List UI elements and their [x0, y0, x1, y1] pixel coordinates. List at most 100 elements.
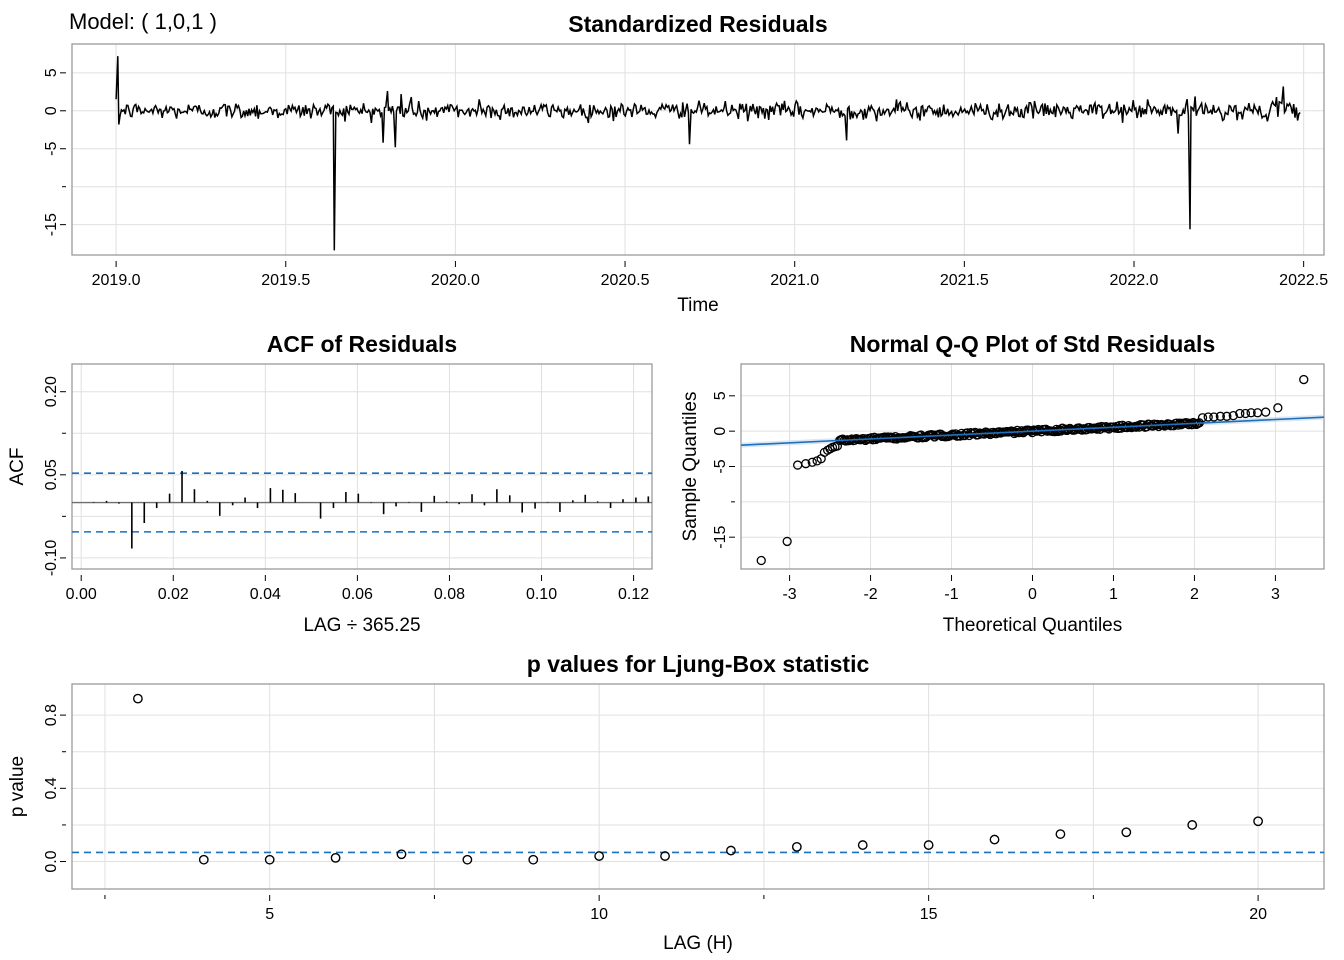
- qq-point: [782, 536, 792, 547]
- p-value-point: [1055, 829, 1066, 839]
- x-axis-label: Time: [677, 295, 719, 316]
- model-label: Model: ( 1,0,1 ): [69, 9, 217, 34]
- panel-title: p values for Ljung-Box statistic: [527, 651, 870, 677]
- x-tick-label: 2020.5: [601, 272, 650, 289]
- qq-point: [1222, 411, 1232, 421]
- x-tick-label: 2019.5: [261, 272, 310, 289]
- p-value-point: [462, 854, 473, 865]
- p-value-point: [989, 834, 1000, 845]
- panel-title: Standardized Residuals: [568, 11, 827, 37]
- y-axis-label: p value: [7, 756, 28, 817]
- y-tick-label: -5: [712, 459, 729, 473]
- p-value-point: [264, 854, 275, 865]
- p-value-point: [594, 851, 605, 861]
- x-tick-label: 0: [1028, 586, 1037, 603]
- x-axis-label: Theoretical Quantiles: [943, 615, 1123, 636]
- residual-series-line: [115, 56, 1301, 251]
- x-tick-label: 2021.0: [770, 272, 819, 289]
- p-value-point: [791, 842, 802, 852]
- qq-point: [832, 441, 843, 451]
- p-value-point: [1253, 816, 1264, 827]
- plot-border: [740, 363, 1325, 570]
- x-tick-label: 2022.0: [1110, 272, 1159, 289]
- y-tick-label: -0.10: [43, 540, 60, 577]
- y-tick-label: 0: [712, 427, 729, 436]
- qq-point: [756, 555, 766, 566]
- x-tick-label: 0.08: [434, 586, 465, 603]
- y-tick-label: 0.0: [43, 850, 60, 872]
- x-tick-label: 15: [920, 906, 938, 923]
- qq-point: [1228, 410, 1238, 421]
- y-tick-label: -5: [43, 142, 60, 156]
- p-value-point: [132, 693, 143, 704]
- qq-point: [1050, 426, 1060, 437]
- p-value-point: [857, 840, 868, 850]
- qq-point: [1215, 411, 1226, 421]
- x-tick-label: 2019.0: [92, 272, 141, 289]
- qq-point: [1246, 408, 1256, 418]
- plot-area: [72, 364, 652, 569]
- y-tick-label: 0.05: [43, 459, 60, 490]
- x-tick-label: -2: [863, 586, 877, 603]
- p-value-point: [1187, 820, 1198, 830]
- qq-point: [822, 445, 833, 455]
- x-tick-label: 20: [1249, 906, 1267, 923]
- plot-border: [71, 683, 1325, 890]
- x-tick-label: 2: [1190, 586, 1199, 603]
- panel-title: ACF of Residuals: [267, 331, 457, 357]
- p-value-point: [923, 840, 934, 850]
- qq-point: [1299, 374, 1309, 385]
- x-axis-label: LAG ÷ 365.25: [303, 615, 420, 636]
- x-tick-label: 2021.5: [940, 272, 989, 289]
- y-axis-label: Sample Quantiles: [680, 392, 701, 542]
- x-tick-label: 2020.0: [431, 272, 480, 289]
- y-tick-label: 0.4: [43, 777, 60, 799]
- p-value-point: [1121, 827, 1132, 838]
- p-value-point: [660, 851, 670, 861]
- qq-point: [1209, 412, 1219, 422]
- qq-reference-line: [741, 416, 1324, 446]
- qq-point: [801, 459, 811, 469]
- qq-point: [1273, 403, 1283, 413]
- y-tick-label: 0.20: [43, 376, 60, 407]
- plot-area: [72, 684, 1324, 889]
- y-tick-label: 0: [43, 106, 60, 115]
- plot-area: [72, 44, 1324, 255]
- x-tick-label: 0.10: [526, 586, 557, 603]
- qq-point: [1203, 412, 1213, 422]
- plot-border: [71, 363, 653, 570]
- qq-point: [1261, 407, 1271, 417]
- acf-panel: 0.00 0.02 0.04 0.06 0.08 0.10 0.12 0.20 0.05 -0.1…: [7, 331, 653, 636]
- x-tick-label: 10: [590, 906, 608, 923]
- qq-point: [1197, 413, 1208, 423]
- y-tick-label: -15: [43, 213, 60, 236]
- x-tick-label: 0.04: [250, 586, 281, 603]
- qq-point: [807, 457, 817, 467]
- x-tick-label: 1: [1109, 586, 1118, 603]
- qq-panel: -3 -2 -1 0 1 2 3 5 0 -5 -15 Normal Q-Q Plot of Std …: [680, 331, 1325, 636]
- x-tick-label: -3: [782, 586, 796, 603]
- x-tick-label: 3: [1271, 586, 1280, 603]
- p-value-point: [330, 852, 341, 863]
- std-residuals-panel: 2019.0 2019.5 2020.0 2020.5 2021.0 2021.5 2022…: [43, 11, 1328, 316]
- qq-point: [1240, 408, 1251, 419]
- plot-border: [71, 43, 1325, 256]
- x-tick-label: -1: [944, 586, 958, 603]
- p-value-point: [396, 849, 407, 860]
- x-tick-label: 5: [265, 906, 274, 923]
- y-tick-label: 5: [712, 391, 729, 400]
- panel-title: Normal Q-Q Plot of Std Residuals: [850, 331, 1215, 357]
- y-tick-label: 5: [43, 68, 60, 77]
- x-tick-label: 0.06: [342, 586, 373, 603]
- x-tick-label: 2022.5: [1279, 272, 1328, 289]
- y-tick-label: 0.8: [43, 704, 60, 726]
- qq-point: [1235, 408, 1245, 419]
- x-tick-label: 0.00: [66, 586, 97, 603]
- y-axis-label: ACF: [7, 448, 28, 486]
- p-value-point: [528, 854, 539, 865]
- x-axis-label: LAG (H): [663, 933, 733, 954]
- p-value-point: [198, 854, 209, 865]
- y-tick-label: -15: [712, 526, 729, 549]
- p-value-point: [726, 845, 736, 856]
